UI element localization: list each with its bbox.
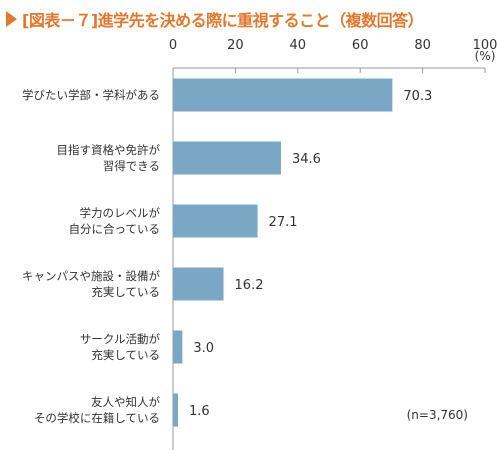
bar xyxy=(173,204,258,238)
x-tick-label: 60 xyxy=(352,38,369,53)
category-label: 自分に合っている xyxy=(69,222,160,236)
bar-value-label: 1.6 xyxy=(189,404,210,419)
triangle-marker-icon xyxy=(6,11,17,27)
x-tick-label: 100 xyxy=(473,38,498,53)
category-label: その学校に在籍している xyxy=(34,411,160,425)
bar-value-label: 70.3 xyxy=(403,89,432,104)
sample-size-note: (n=3,760) xyxy=(407,408,468,422)
category-label: 学びたい学部・学科がある xyxy=(22,88,160,102)
category-label: 習得できる xyxy=(103,159,160,173)
bar xyxy=(173,141,281,175)
bar-value-label: 16.2 xyxy=(235,278,264,293)
category-label: 充実している xyxy=(91,285,160,299)
bar xyxy=(173,267,224,301)
bar-value-label: 34.6 xyxy=(292,152,321,167)
category-label: サークル活動が xyxy=(80,332,161,346)
category-label: キャンパスや施設・設備が xyxy=(22,269,160,283)
x-tick-label: 80 xyxy=(414,38,431,53)
bar xyxy=(173,393,178,427)
x-tick-label: 0 xyxy=(169,38,177,53)
category-label: 充実している xyxy=(91,348,160,362)
x-tick-label: 20 xyxy=(227,38,244,53)
unit-label: (%) xyxy=(475,49,496,63)
category-label: 学力のレベルが xyxy=(80,206,161,220)
chart-title-text: [図表－７]進学先を決める際に重視すること（複数回答） xyxy=(22,11,424,30)
category-label: 友人や知人が xyxy=(91,395,160,409)
category-label: 目指す資格や免許が xyxy=(57,143,161,157)
bar xyxy=(173,330,183,364)
bar xyxy=(173,78,393,112)
chart-title: [図表－７]進学先を決める際に重視すること（複数回答） xyxy=(6,6,424,32)
bar-value-label: 3.0 xyxy=(193,341,214,356)
bar-value-label: 27.1 xyxy=(269,215,298,230)
x-tick-label: 40 xyxy=(290,38,307,53)
